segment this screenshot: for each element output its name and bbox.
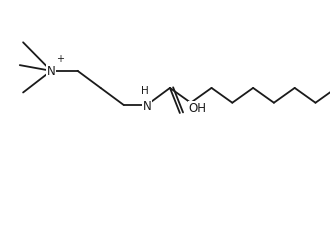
Text: H: H (141, 86, 149, 96)
Text: N: N (47, 65, 55, 78)
Text: OH: OH (188, 101, 206, 114)
Text: N: N (143, 99, 151, 112)
Text: +: + (56, 54, 64, 64)
